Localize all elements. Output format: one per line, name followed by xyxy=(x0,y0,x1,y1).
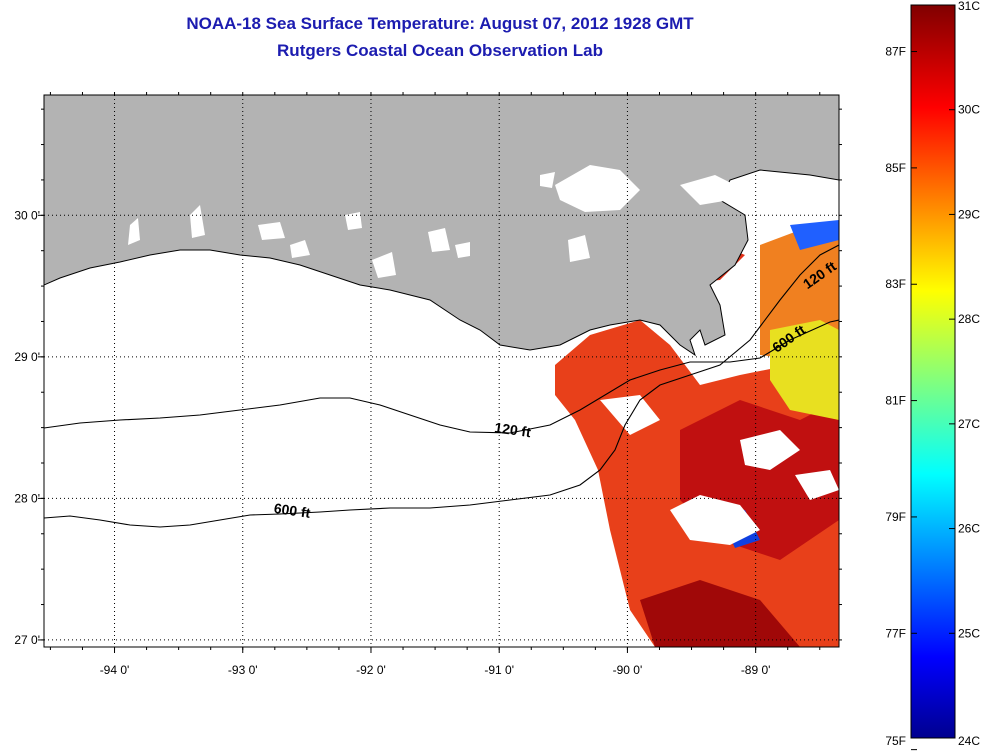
contour-label: 600 ft xyxy=(273,500,312,521)
lake xyxy=(128,218,140,245)
latitude-label: 30 0' xyxy=(14,208,40,222)
longitude-label: -93 0' xyxy=(228,663,258,677)
cloud-gap xyxy=(740,430,800,470)
colorbar-celsius-labels: 31C 30C 29C 28C 27C 26C 25C 24C xyxy=(949,0,980,748)
map-frame xyxy=(43,94,840,648)
graticule xyxy=(44,95,839,647)
colorbar-celsius-label: 30C xyxy=(958,103,980,117)
colorbar-fahrenheit-label: 79F xyxy=(885,510,906,524)
colorbar-fahrenheit-labels: 87F 85F 83F 81F 79F 77F 75F xyxy=(885,45,917,751)
lake xyxy=(290,240,310,258)
lake xyxy=(428,228,450,252)
latitude-label: 29 0' xyxy=(14,350,40,364)
colorbar-fahrenheit-label: 87F xyxy=(885,45,906,59)
map-title: NOAA-18 Sea Surface Temperature: August … xyxy=(186,14,694,33)
longitude-labels: -94 0' -93 0' -92 0' -91 0' -90 0' -89 0' xyxy=(100,663,771,677)
colorbar-celsius-label: 24C xyxy=(958,734,980,748)
longitude-label: -89 0' xyxy=(741,663,771,677)
lake xyxy=(345,212,362,230)
axis-ticks xyxy=(38,92,842,653)
colorbar-celsius-label: 26C xyxy=(958,522,980,536)
map-subtitle: Rutgers Coastal Ocean Observation Lab xyxy=(277,41,603,60)
lake xyxy=(258,222,285,240)
lake xyxy=(190,205,205,238)
colorbar-celsius-label: 25C xyxy=(958,626,980,640)
lake xyxy=(372,252,396,278)
cloud-gap xyxy=(600,395,660,435)
lake xyxy=(555,165,640,212)
colorbar-fahrenheit-label: 77F xyxy=(885,626,906,640)
bay xyxy=(720,280,748,302)
cloud-gap xyxy=(795,470,839,500)
latitude-labels: 30 0' 29 0' 28 0' 27 0' xyxy=(14,208,40,647)
colorbar-scale xyxy=(910,4,956,739)
isobath-120ft xyxy=(44,319,839,434)
colorbar-celsius-label: 31C xyxy=(958,0,980,13)
longitude-label: -94 0' xyxy=(100,663,130,677)
colorbar-fahrenheit-label: 83F xyxy=(885,277,906,291)
lake xyxy=(540,172,555,188)
colorbar-celsius-label: 29C xyxy=(958,207,980,221)
sst-yellow-region xyxy=(770,320,839,420)
colorbar-fahrenheit-label: 75F xyxy=(885,734,906,748)
longitude-label: -91 0' xyxy=(484,663,514,677)
lake xyxy=(568,235,590,262)
sst-cool-patch-ne xyxy=(790,220,839,250)
latitude-label: 27 0' xyxy=(14,633,40,647)
colorbar-celsius-label: 27C xyxy=(958,417,980,431)
sst-hot-region-south xyxy=(640,580,800,647)
latitude-label: 28 0' xyxy=(14,491,40,505)
contour-label: 120 ft xyxy=(493,419,532,440)
cloud-gap xyxy=(670,495,760,545)
lake xyxy=(455,242,470,258)
colorbar-fahrenheit-label: 85F xyxy=(885,161,906,175)
longitude-label: -90 0' xyxy=(613,663,643,677)
colorbar-fahrenheit-label: 81F xyxy=(885,394,906,408)
lake xyxy=(680,175,735,205)
longitude-label: -92 0' xyxy=(356,663,386,677)
colorbar-celsius-label: 28C xyxy=(958,312,980,326)
colorbar: 31C 30C 29C 28C 27C 26C 25C 24C 87F 85F 83F 81F 79F… xyxy=(885,0,980,751)
isobath-600ft xyxy=(44,244,839,528)
